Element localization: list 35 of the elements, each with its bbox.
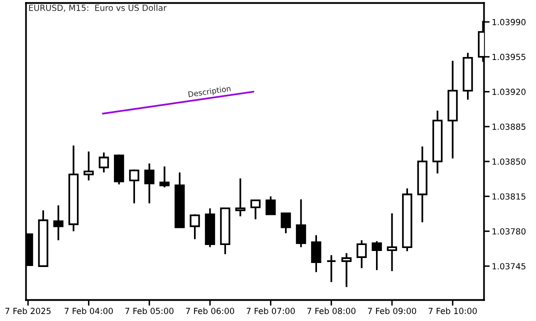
x-tick-label: 7 Feb 06:00 xyxy=(186,308,234,314)
candlestick xyxy=(98,152,109,174)
candlestick xyxy=(266,196,276,216)
x-tick-label: 7 Feb 05:00 xyxy=(125,308,174,314)
candlestick xyxy=(250,200,261,220)
x-tick-label: 7 Feb 07:00 xyxy=(246,308,295,314)
y-tick-label: 1.03815 xyxy=(492,193,526,200)
y-tick-label: 1.03990 xyxy=(492,18,526,26)
y-tick-label: 1.03955 xyxy=(492,54,526,60)
y-tick-label: 1.03920 xyxy=(492,88,526,95)
y-tick-label: 1.03850 xyxy=(492,158,526,165)
candlestick xyxy=(341,252,352,288)
x-tick-label: 7 Feb 09:00 xyxy=(368,308,416,314)
candlestick xyxy=(386,212,398,272)
y-tick-label: 1.03885 xyxy=(492,124,526,130)
candlestick xyxy=(84,150,94,182)
candlestick xyxy=(159,166,170,188)
candlestick xyxy=(190,213,200,240)
y-tick-label: 1.03780 xyxy=(492,228,526,235)
x-tick-label: 7 Feb 2025 xyxy=(5,308,51,314)
candlestick xyxy=(280,212,291,234)
candlestick xyxy=(356,239,367,269)
x-tick-label: 7 Feb 04:00 xyxy=(64,308,113,314)
candlestick xyxy=(129,168,140,204)
candlestick xyxy=(372,240,382,271)
candlestick xyxy=(53,204,64,242)
y-tick-label: 1.03745 xyxy=(492,263,526,270)
candlestick xyxy=(144,162,154,204)
candlestick xyxy=(326,254,336,283)
chart-title: EURUSD, M15: Euro vs US Dollar xyxy=(29,4,167,12)
candlestick xyxy=(235,178,246,218)
x-tick-label: 7 Feb 08:00 xyxy=(307,308,356,314)
x-tick-label: 7 Feb 10:00 xyxy=(428,308,477,314)
candlestick xyxy=(311,234,322,273)
candlestick xyxy=(296,198,306,248)
